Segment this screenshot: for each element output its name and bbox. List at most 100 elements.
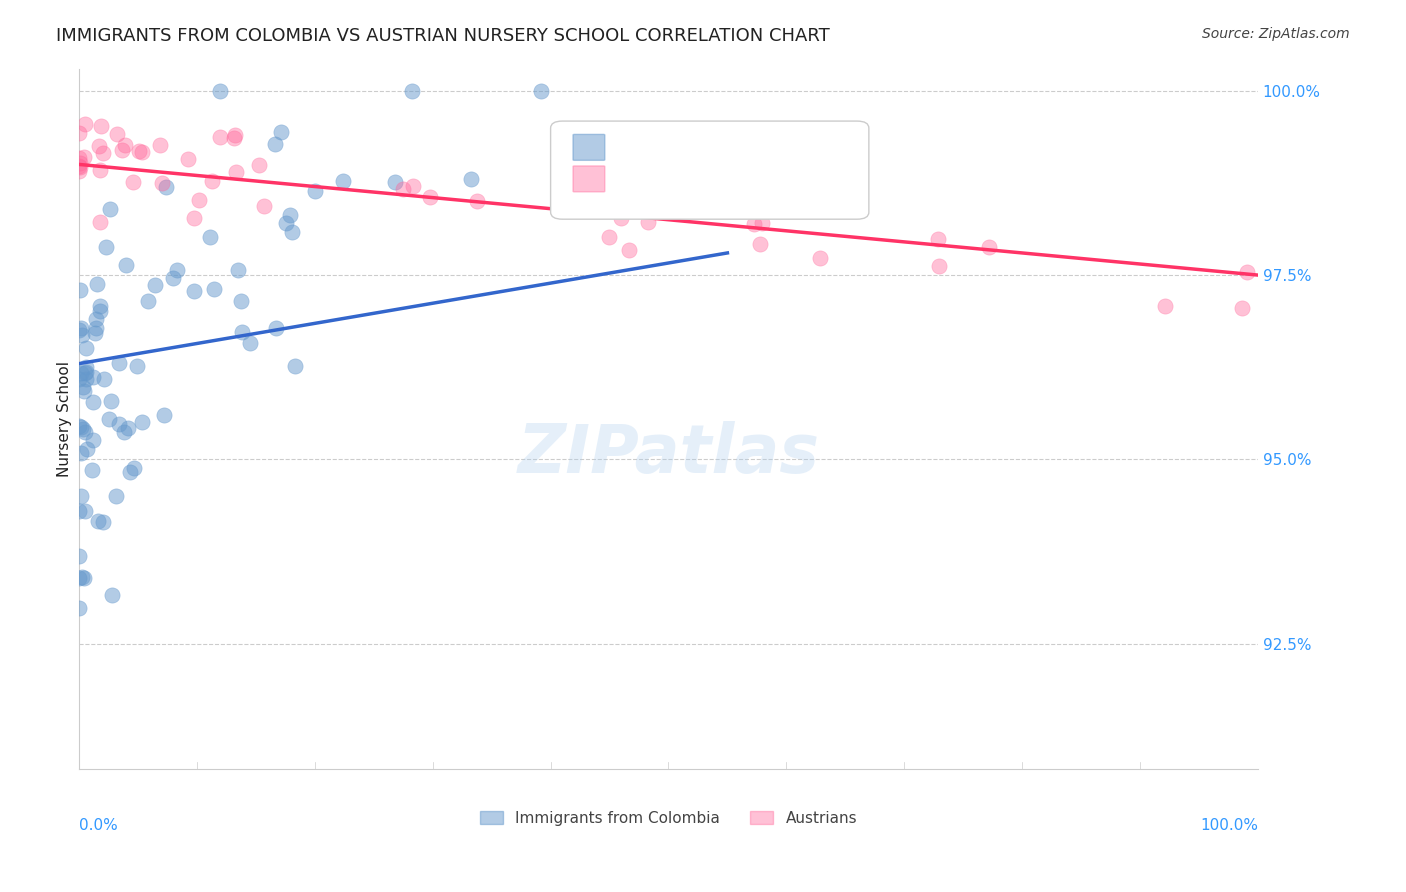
Point [209, 84, 232, 98]
Point [278, 208, 301, 222]
Text: R = 0.522   N = 54: R = 0.522 N = 54 [616, 170, 786, 188]
Point [460, 172, 482, 186]
Point [225, 164, 247, 178]
Point [927, 232, 949, 246]
Point [187, 194, 209, 208]
Point [72, 569, 94, 583]
Point [742, 218, 765, 232]
Point [70, 327, 93, 342]
Point [112, 425, 135, 440]
Point [91, 146, 114, 161]
Point [89, 303, 111, 318]
Point [105, 489, 128, 503]
Point [419, 190, 441, 204]
Point [402, 178, 425, 193]
Text: 100.0%: 100.0% [1199, 818, 1258, 833]
Point [183, 284, 205, 298]
Point [658, 202, 681, 217]
Point [76, 372, 98, 386]
Point [73, 384, 96, 399]
Point [67, 323, 90, 337]
Point [67, 601, 90, 615]
Text: R = 0.417   N = 82: R = 0.417 N = 82 [616, 140, 786, 158]
Point [280, 225, 302, 239]
Point [239, 335, 262, 350]
Point [617, 202, 640, 216]
Point [75, 117, 97, 131]
Point [1153, 299, 1175, 313]
Point [108, 417, 131, 431]
Point [98, 412, 121, 426]
Point [93, 372, 115, 386]
Text: Source: ZipAtlas.com: Source: ZipAtlas.com [1202, 27, 1350, 41]
Point [73, 571, 96, 585]
Point [87, 139, 110, 153]
Point [610, 211, 633, 225]
Point [202, 282, 225, 296]
Point [82, 370, 104, 384]
Point [73, 504, 96, 518]
Point [637, 215, 659, 229]
Point [332, 174, 354, 188]
Point [67, 504, 90, 518]
Point [89, 299, 111, 313]
Point [598, 230, 620, 244]
Point [152, 409, 174, 423]
Point [114, 138, 136, 153]
Point [75, 341, 97, 355]
Point [69, 446, 91, 460]
Point [391, 182, 413, 196]
Point [384, 175, 406, 189]
FancyBboxPatch shape [574, 166, 605, 192]
Point [231, 293, 253, 308]
FancyBboxPatch shape [574, 135, 605, 161]
Point [75, 366, 97, 380]
Point [84, 312, 107, 326]
Point [166, 262, 188, 277]
Point [183, 211, 205, 226]
Point [284, 359, 307, 373]
Point [72, 380, 94, 394]
Point [67, 571, 90, 585]
Point [67, 159, 90, 173]
Point [86, 277, 108, 292]
Point [73, 425, 96, 440]
Point [69, 420, 91, 434]
Point [128, 145, 150, 159]
Point [808, 251, 831, 265]
Text: 0.0%: 0.0% [79, 818, 118, 833]
Point [751, 215, 773, 229]
Point [75, 365, 97, 379]
Point [131, 415, 153, 429]
Point [91, 515, 114, 529]
Point [84, 320, 107, 334]
Point [98, 202, 121, 216]
Point [304, 184, 326, 198]
Text: IMMIGRANTS FROM COLOMBIA VS AUSTRIAN NURSERY SCHOOL CORRELATION CHART: IMMIGRANTS FROM COLOMBIA VS AUSTRIAN NUR… [56, 27, 830, 45]
Point [231, 325, 253, 339]
Point [224, 128, 246, 142]
Point [1236, 265, 1258, 279]
Point [276, 215, 298, 229]
Point [72, 421, 94, 435]
Point [730, 184, 752, 198]
Point [87, 514, 110, 528]
Point [89, 215, 111, 229]
Point [75, 360, 97, 375]
FancyBboxPatch shape [551, 121, 869, 219]
Point [619, 243, 641, 257]
Y-axis label: Nursery School: Nursery School [58, 361, 72, 477]
Point [67, 126, 90, 140]
Point [115, 259, 138, 273]
Point [76, 442, 98, 456]
Point [82, 394, 104, 409]
Point [117, 421, 139, 435]
Point [149, 137, 172, 152]
Point [176, 152, 198, 166]
Point [100, 393, 122, 408]
Point [69, 156, 91, 170]
Point [530, 84, 553, 98]
Point [928, 259, 950, 273]
Point [465, 194, 488, 209]
Point [200, 174, 222, 188]
